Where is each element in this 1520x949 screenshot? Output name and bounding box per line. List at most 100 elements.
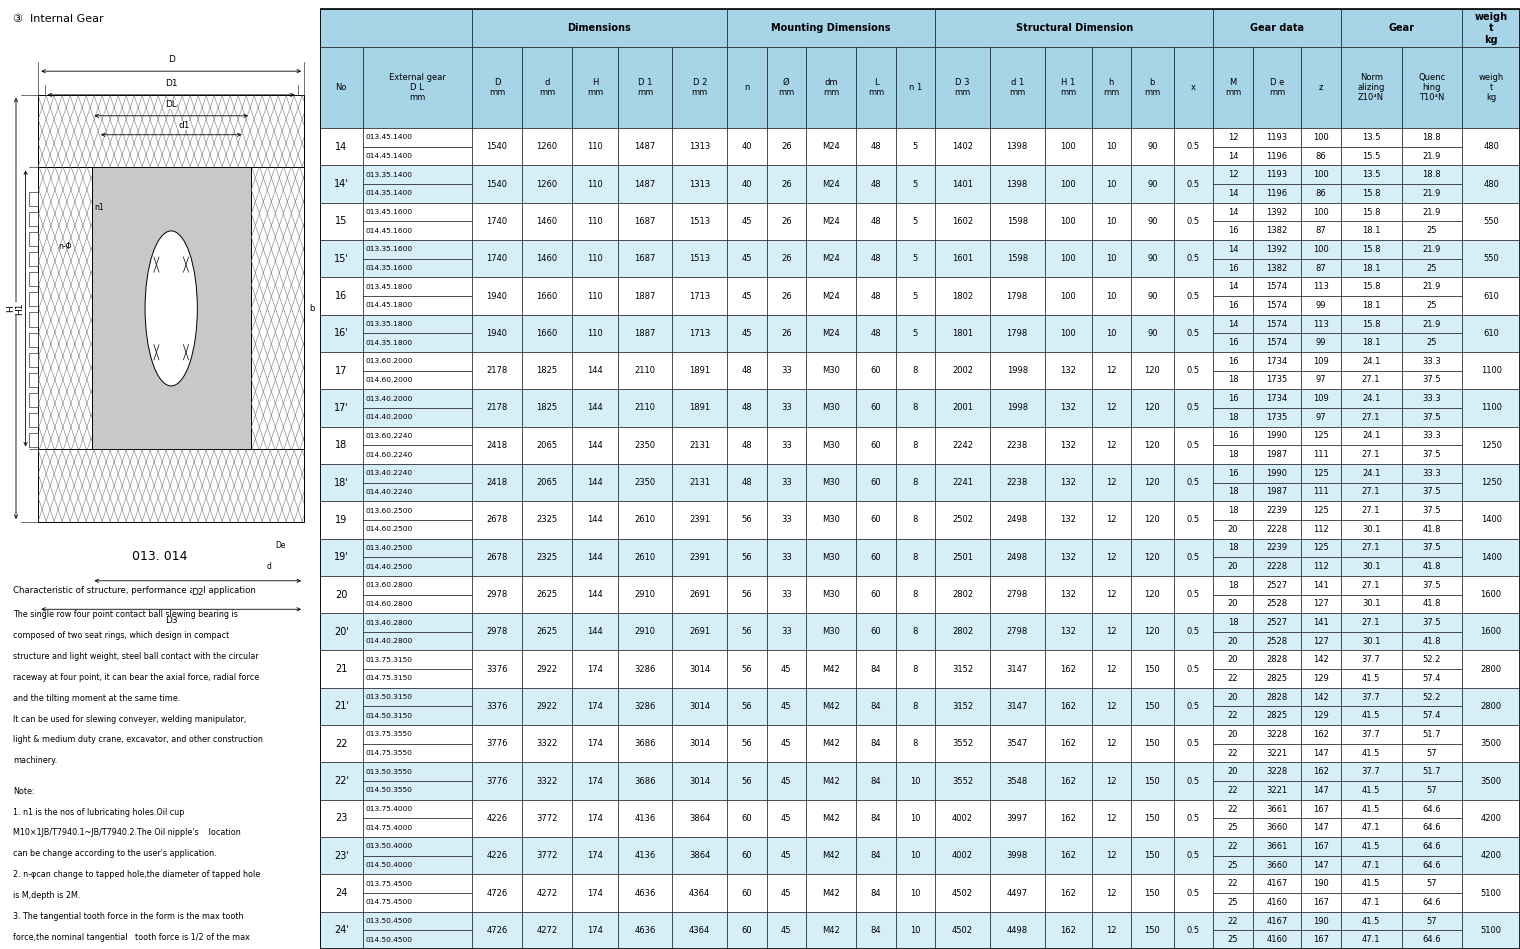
Bar: [1401, 352, 1462, 371]
Text: D
mm: D mm: [489, 78, 505, 98]
Text: 3660: 3660: [1266, 861, 1287, 869]
Bar: [1213, 483, 1252, 501]
Text: 2178: 2178: [486, 403, 508, 413]
Bar: [895, 277, 935, 315]
Text: 37.5: 37.5: [1423, 488, 1441, 496]
Text: 48: 48: [742, 403, 752, 413]
Text: 132: 132: [1059, 366, 1076, 375]
Bar: [1341, 744, 1401, 762]
Text: 111: 111: [1313, 450, 1328, 459]
Text: 162: 162: [1313, 767, 1328, 776]
Bar: [990, 688, 1044, 725]
Text: 2828: 2828: [1266, 656, 1287, 664]
Text: 33.3: 33.3: [1423, 394, 1441, 403]
Text: 16: 16: [1228, 357, 1239, 365]
Bar: [1301, 352, 1341, 371]
Text: M42: M42: [822, 664, 841, 674]
Bar: [1341, 259, 1401, 277]
Text: 1598: 1598: [1006, 217, 1028, 226]
Bar: [766, 47, 806, 128]
Text: 16: 16: [1228, 469, 1239, 477]
Text: 21.9: 21.9: [1423, 152, 1441, 160]
Bar: [806, 464, 856, 501]
Bar: [1213, 203, 1252, 221]
Bar: [363, 613, 471, 632]
Text: 1574: 1574: [1266, 282, 1287, 291]
Text: 4200: 4200: [1480, 851, 1502, 860]
Bar: [1091, 613, 1131, 650]
Text: 60: 60: [871, 440, 882, 450]
Bar: [471, 9, 727, 47]
Bar: [1252, 818, 1301, 837]
Bar: [1252, 352, 1301, 371]
Text: H
mm: H mm: [587, 78, 603, 98]
Bar: [1091, 240, 1131, 277]
Bar: [806, 277, 856, 315]
Bar: [856, 389, 895, 427]
Bar: [363, 520, 471, 538]
Text: 3376: 3376: [486, 702, 508, 711]
Bar: [990, 165, 1044, 203]
Text: 23: 23: [334, 813, 348, 824]
Bar: [321, 800, 363, 837]
Bar: [1091, 688, 1131, 725]
Text: 10: 10: [1107, 179, 1117, 189]
Bar: [1213, 259, 1252, 277]
Bar: [766, 688, 806, 725]
Text: Gear data: Gear data: [1249, 24, 1304, 33]
Bar: [1091, 762, 1131, 800]
Bar: [1301, 856, 1341, 874]
Text: 3686: 3686: [634, 776, 655, 786]
Text: 84: 84: [871, 926, 882, 935]
Bar: [471, 203, 521, 240]
Text: 27.1: 27.1: [1362, 506, 1380, 515]
Bar: [1213, 632, 1252, 650]
Bar: [1252, 557, 1301, 576]
Bar: [727, 576, 766, 613]
Text: 3014: 3014: [689, 739, 710, 748]
Text: 20: 20: [1228, 767, 1239, 776]
Bar: [990, 837, 1044, 874]
Bar: [766, 464, 806, 501]
Bar: [363, 203, 471, 221]
Bar: [29, 353, 38, 367]
Text: 90: 90: [1148, 291, 1158, 301]
Text: M42: M42: [822, 888, 841, 898]
Text: 100: 100: [1061, 291, 1076, 301]
Bar: [856, 650, 895, 688]
Bar: [1401, 874, 1462, 893]
Text: 132: 132: [1059, 515, 1076, 525]
Bar: [471, 576, 521, 613]
Text: 60: 60: [871, 515, 882, 525]
Bar: [935, 650, 990, 688]
Text: 10: 10: [1107, 254, 1117, 263]
Bar: [935, 464, 990, 501]
Bar: [1401, 800, 1462, 818]
Text: 1798: 1798: [1006, 291, 1028, 301]
Text: 22: 22: [1228, 786, 1239, 795]
Bar: [766, 128, 806, 165]
Bar: [471, 128, 521, 165]
Bar: [1341, 221, 1401, 240]
Text: 18: 18: [1228, 488, 1239, 496]
Text: 20: 20: [334, 589, 348, 600]
Bar: [935, 240, 990, 277]
Bar: [1213, 9, 1341, 47]
Bar: [321, 464, 363, 501]
Text: M
mm: M mm: [1225, 78, 1240, 98]
Text: 3686: 3686: [634, 739, 655, 748]
Text: M30: M30: [822, 515, 841, 525]
Text: 17: 17: [334, 365, 348, 376]
Text: External gear
D L
mm: External gear D L mm: [389, 73, 445, 102]
Bar: [1213, 725, 1252, 744]
Bar: [1301, 445, 1341, 464]
Text: 2. n-φcan change to tapped hole,the diameter of tapped hole: 2. n-φcan change to tapped hole,the diam…: [12, 870, 260, 879]
Text: 2110: 2110: [634, 366, 655, 375]
Text: Dimensions: Dimensions: [567, 24, 631, 33]
Bar: [672, 800, 727, 837]
Text: 84: 84: [871, 888, 882, 898]
Bar: [990, 800, 1044, 837]
Bar: [1213, 613, 1252, 632]
Bar: [895, 389, 935, 427]
Text: 24.1: 24.1: [1362, 357, 1380, 365]
